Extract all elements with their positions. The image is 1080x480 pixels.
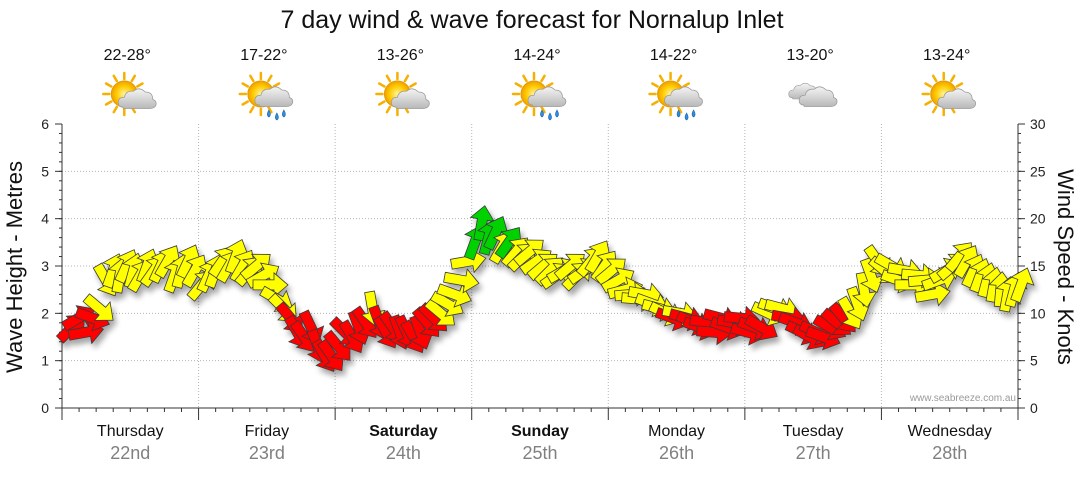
temp-range-friday: 17-22° <box>240 47 287 64</box>
wind-arrow <box>154 245 181 280</box>
day-date-monday: 26th <box>659 443 694 463</box>
right-tick-label: 5 <box>1030 353 1038 369</box>
right-tick-label: 20 <box>1030 211 1046 227</box>
day-name-sunday: Sunday <box>511 423 569 440</box>
right-tick-label: 25 <box>1030 163 1046 179</box>
wind-arrow <box>429 290 464 317</box>
wind-arrow <box>443 268 480 294</box>
temp-range-monday: 14-22° <box>650 47 697 64</box>
partly-cloudy-icon <box>921 71 976 117</box>
day-date-saturday: 24th <box>386 443 421 463</box>
temp-range-tuesday: 13-20° <box>786 47 833 64</box>
showers-icon <box>648 71 703 121</box>
left-tick-label: 0 <box>41 400 49 416</box>
wind-arrow <box>483 216 509 251</box>
day-date-wednesday: 28th <box>932 443 967 463</box>
day-name-friday: Friday <box>245 423 289 440</box>
wind-arrow <box>436 283 472 308</box>
y-axis-label-left: Wave Height - Metres <box>2 161 27 373</box>
temp-range-saturday: 13-26° <box>377 47 424 64</box>
day-name-wednesday: Wednesday <box>908 423 992 440</box>
day-date-friday: 23rd <box>249 443 285 463</box>
temp-range-thursday: 22-28° <box>104 47 151 64</box>
day-name-monday: Monday <box>648 423 705 440</box>
day-name-saturday: Saturday <box>369 423 438 440</box>
day-date-sunday: 25th <box>522 443 557 463</box>
wind-arrow <box>82 293 114 321</box>
cloudy-icon <box>788 82 838 107</box>
axes: 0 1 2 3 4 5 6 0 5 10 15 20 25 30 <box>41 116 1046 420</box>
left-tick-label: 5 <box>41 163 49 179</box>
right-tick-label: 15 <box>1030 258 1046 274</box>
day-name-thursday: Thursday <box>97 423 164 440</box>
day-date-thursday: 22nd <box>110 443 150 463</box>
day-labels: Thursday 22nd Friday 23rd Saturday 24th Sunday… <box>97 423 992 463</box>
temp-range-wednesday: 13-24° <box>923 47 970 64</box>
weather-row: 22-28° 17-22° 13-26° 14-24° 14-22° 13-20° 13-2… <box>102 47 976 121</box>
right-tick-label: 30 <box>1030 116 1046 132</box>
partly-cloudy-icon <box>102 71 157 117</box>
right-tick-label: 0 <box>1030 400 1038 416</box>
right-tick-label: 10 <box>1030 305 1046 321</box>
partly-cloudy-icon <box>375 71 430 117</box>
wind-arrow <box>512 239 544 268</box>
day-date-tuesday: 27th <box>796 443 831 463</box>
showers-icon <box>238 71 294 121</box>
wind-arrow <box>914 281 951 307</box>
chart-title: 7 day wind & wave forecast for Nornalup … <box>280 6 783 34</box>
watermark: www.seabreeze.com.au <box>909 393 1016 404</box>
showers-icon <box>511 71 567 121</box>
left-tick-label: 3 <box>41 258 49 274</box>
left-tick-label: 6 <box>41 116 49 132</box>
y-axis-label-right: Wind Speed - Knots <box>1053 169 1078 365</box>
wind-arrow <box>1010 267 1035 304</box>
wind-arrow <box>859 257 885 293</box>
left-tick-label: 1 <box>41 353 49 369</box>
wind-arrows <box>55 205 1035 373</box>
left-tick-label: 2 <box>41 305 49 321</box>
wind-arrow <box>852 271 878 309</box>
left-tick-label: 4 <box>41 211 49 227</box>
day-name-tuesday: Tuesday <box>783 423 844 440</box>
wind-arrow <box>252 272 289 298</box>
temp-range-sunday: 14-24° <box>513 47 560 64</box>
